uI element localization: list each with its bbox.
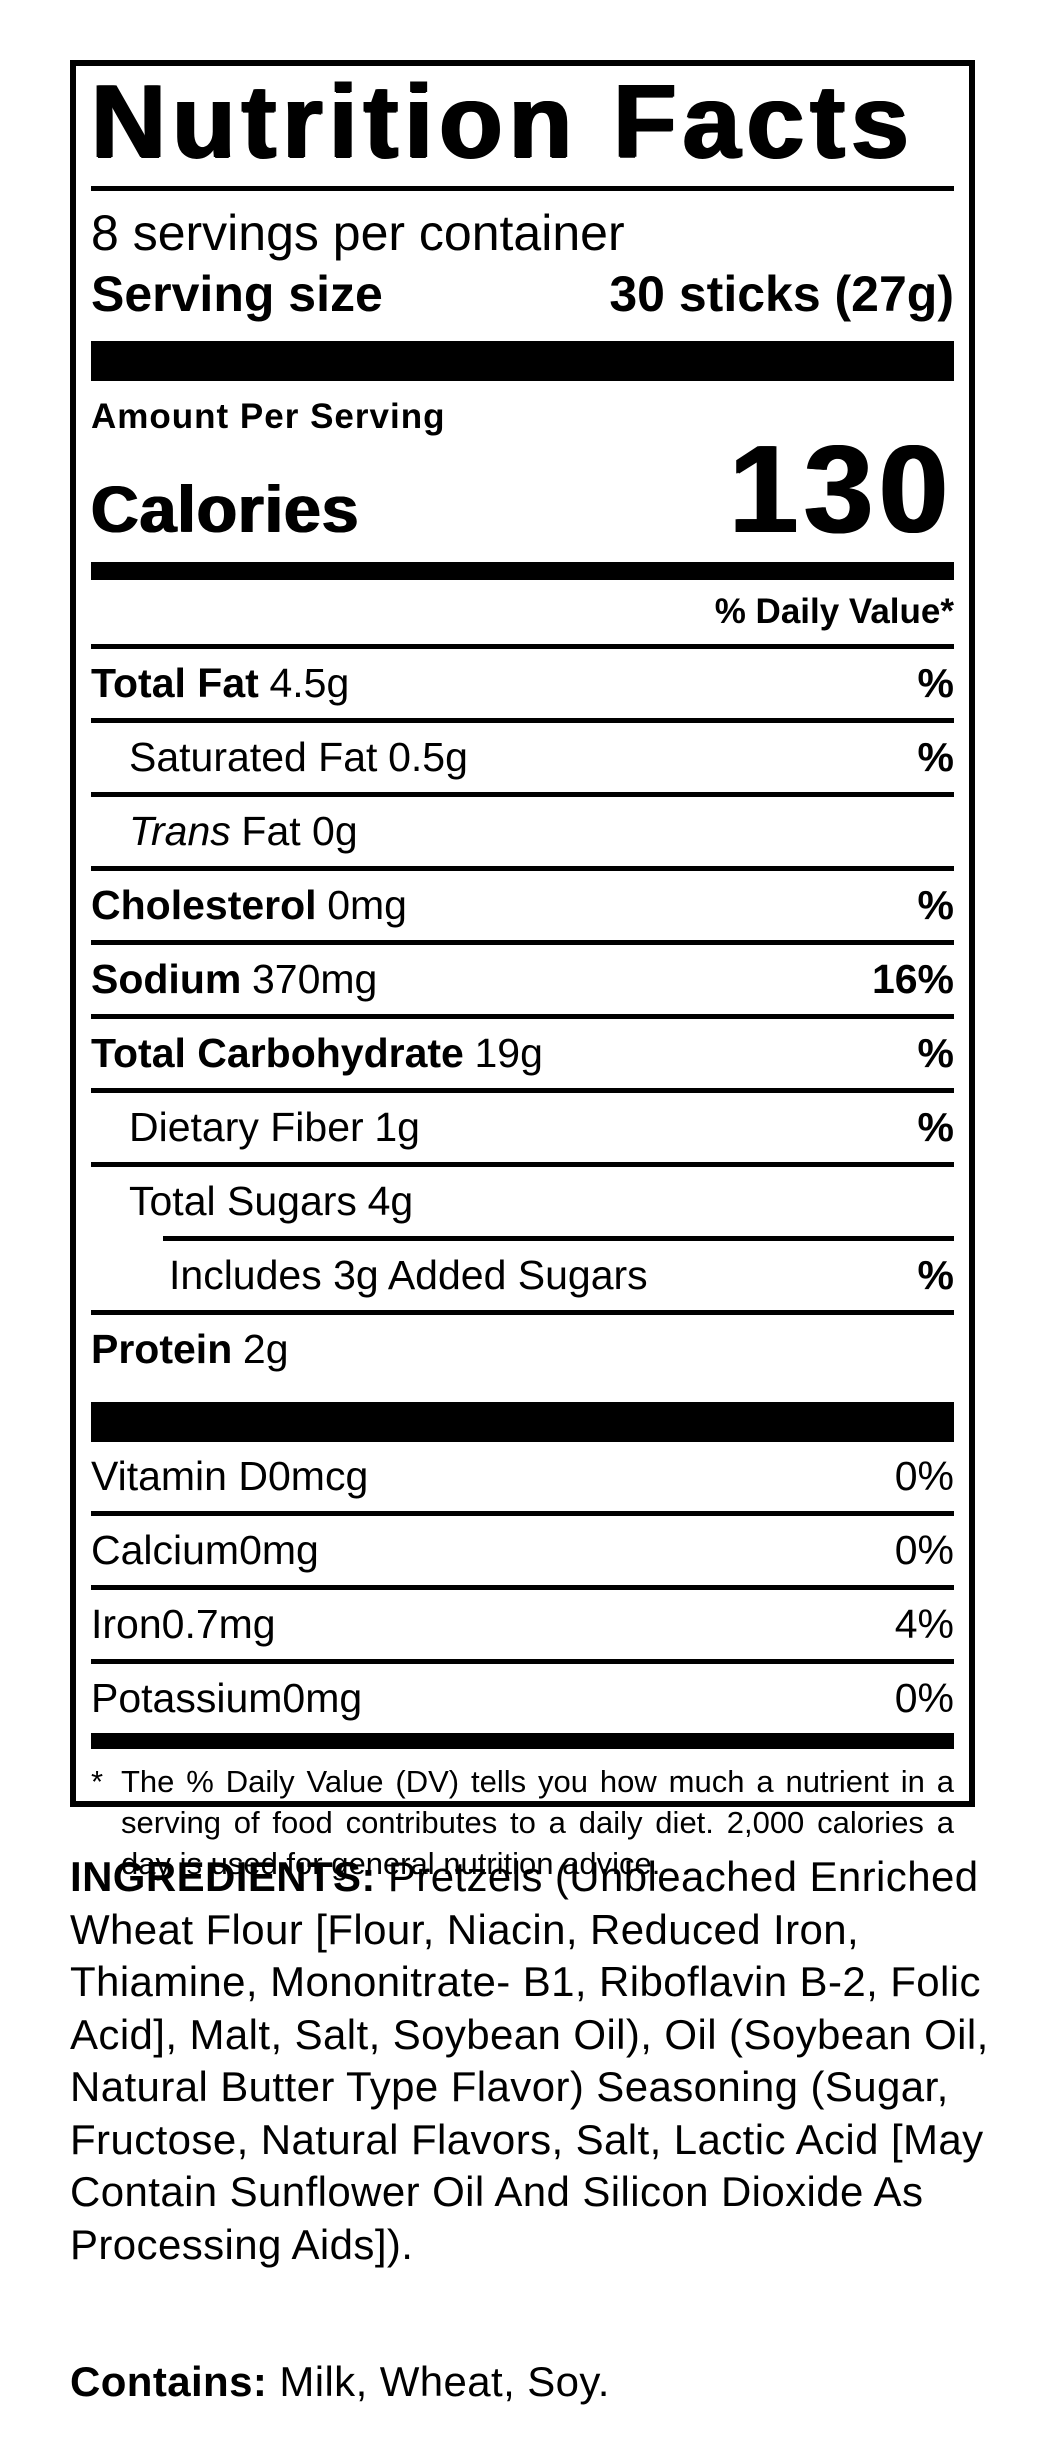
nutrient-name: Vitamin D <box>91 1452 268 1499</box>
nutrient-name-amount: Total Sugars 4g <box>129 1177 414 1224</box>
nutrient-name: Iron <box>91 1600 162 1647</box>
nutrient-amount: 19g <box>474 1029 543 1076</box>
nutrient-name-amount: Saturated Fat 0.5g <box>129 733 468 780</box>
nutrient-dv: % <box>917 1251 954 1298</box>
nutrient-amount: 0.5g <box>388 733 468 780</box>
nutrition-facts-panel: Nutrition Facts 8 servings per container… <box>70 60 975 1881</box>
micronutrient-row-iron: Iron0.7mg 4% <box>91 1584 954 1659</box>
nutrient-amount: 0mg <box>282 1674 363 1721</box>
nutrient-name: Total Sugars <box>129 1177 357 1224</box>
servings-per-container: 8 servings per container <box>91 205 625 261</box>
nutrient-row-cholesterol: Cholesterol 0mg % <box>91 865 954 940</box>
panel-title: Nutrition Facts <box>91 64 915 180</box>
nutrient-row-protein: Protein 2g <box>91 1309 954 1384</box>
nutrient-amount: 0.7mg <box>161 1600 276 1647</box>
nutrient-name-amount: Potassium0mg <box>91 1674 363 1721</box>
nutrient-amount: 0mg <box>239 1526 319 1573</box>
nutrient-row-total-carbohydrate: Total Carbohydrate 19g % <box>91 1013 954 1088</box>
nutrient-name-amount: Total Carbohydrate 19g <box>91 1029 543 1076</box>
nutrient-name-amount: Calcium0mg <box>91 1526 319 1573</box>
thick-divider-top <box>91 341 954 381</box>
micronutrient-row-potassium: Potassium0mg 0% <box>91 1658 954 1733</box>
daily-value-header: % Daily Value* <box>714 591 954 631</box>
nutrient-row-added-sugars: Includes 3g Added Sugars % <box>91 1241 954 1310</box>
nutrient-dv: 4% <box>894 1600 954 1647</box>
nutrient-amount: Fat 0g <box>241 807 358 854</box>
contains-text: Milk, Wheat, Soy. <box>279 2358 610 2405</box>
nutrient-dv: 0% <box>894 1674 954 1721</box>
nutrient-dv: % <box>917 1103 954 1150</box>
nutrient-amount: 0mcg <box>267 1452 369 1499</box>
nutrient-name-amount: Cholesterol 0mg <box>91 881 407 928</box>
daily-value-footnote: * The % Daily Value (DV) tells you how m… <box>91 1761 954 1884</box>
nutrient-name: Dietary Fiber <box>129 1103 364 1150</box>
nutrient-name: Sodium <box>91 955 242 1002</box>
nutrient-dv: 0% <box>894 1526 954 1573</box>
medium-divider-footnote <box>91 1732 954 1749</box>
nutrient-name: Includes 3g Added Sugars <box>169 1251 648 1298</box>
nutrient-name: Total Carbohydrate <box>91 1029 464 1076</box>
nutrient-name: Potassium <box>91 1674 283 1721</box>
nutrient-name-amount: Sodium 370mg <box>91 955 378 1002</box>
footnote-text: The % Daily Value (DV) tells you how muc… <box>121 1763 954 1881</box>
nutrient-amount: 1g <box>374 1103 420 1150</box>
ingredients-text: Pretzels (Unbleached Enriched Wheat Flou… <box>70 1853 989 2268</box>
micronutrient-row-calcium: Calcium0mg 0% <box>91 1510 954 1585</box>
nutrient-name-amount: Total Fat 4.5g <box>91 659 350 706</box>
nutrient-dv: 16% <box>871 955 954 1002</box>
nutrient-name-amount: Iron0.7mg <box>91 1600 276 1647</box>
nutrient-amount: 4g <box>367 1177 414 1224</box>
thick-divider-protein <box>91 1401 954 1442</box>
nutrient-name: Calcium <box>91 1526 240 1573</box>
calories-label: Calories <box>91 472 360 546</box>
nutrient-dv: % <box>917 659 954 706</box>
nutrient-name: Protein <box>91 1325 233 1372</box>
nutrient-name-amount: Dietary Fiber 1g <box>129 1103 420 1150</box>
serving-size-label: Serving size <box>91 266 383 322</box>
serving-size-value: 30 sticks (27g) <box>609 266 954 322</box>
ingredients-heading: INGREDIENTS: <box>70 1853 388 1900</box>
contains-heading: Contains: <box>70 2358 280 2405</box>
nutrient-amount: 4.5g <box>269 659 350 706</box>
amount-per-serving-label: Amount Per Serving <box>91 397 446 436</box>
nutrient-name-amount: Includes 3g Added Sugars <box>169 1251 648 1298</box>
nutrient-row-sodium: Sodium 370mg 16% <box>91 939 954 1014</box>
calories-value: 130 <box>729 421 954 559</box>
nutrient-name: Cholesterol <box>91 881 317 928</box>
nutrient-amount: 2g <box>242 1325 289 1372</box>
nutrient-dv: % <box>917 881 954 928</box>
footnote-asterisk: * <box>91 1763 104 1799</box>
nutrient-row-total-fat: Total Fat 4.5g % <box>91 643 954 718</box>
ingredients-paragraph: INGREDIENTS: Pretzels (Unbleached Enrich… <box>70 1851 1020 2271</box>
calories-row: Calories 130 <box>91 421 954 559</box>
nutrient-row-dietary-fiber: Dietary Fiber 1g % <box>91 1087 954 1162</box>
nutrient-row-saturated-fat: Saturated Fat 0.5g % <box>91 717 954 792</box>
nutrient-dv: 0% <box>894 1452 954 1499</box>
title-divider <box>91 186 954 191</box>
micronutrient-row-vitamin-d: Vitamin D0mcg 0% <box>91 1442 954 1511</box>
nutrient-name: Trans <box>129 807 231 854</box>
nutrient-amount: 370mg <box>251 955 378 1002</box>
nutrient-name: Total Fat <box>91 659 259 706</box>
nutrient-dv: % <box>917 1029 954 1076</box>
nutrient-name-amount: Trans Fat 0g <box>129 807 358 854</box>
nutrient-name-amount: Vitamin D0mcg <box>91 1452 369 1499</box>
nutrient-dv: % <box>917 733 954 780</box>
medium-divider-calories <box>91 561 954 580</box>
nutrient-amount: 0mg <box>327 881 407 928</box>
contains-paragraph: Contains: Milk, Wheat, Soy. <box>70 2356 1020 2408</box>
nutrient-row-total-sugars: Total Sugars 4g <box>91 1161 954 1236</box>
nutrient-row-trans-fat: Trans Fat 0g <box>91 791 954 866</box>
serving-size-row: Serving size 30 sticks (27g) <box>91 266 954 323</box>
nutrient-name: Saturated Fat <box>129 733 378 780</box>
nutrient-name-amount: Protein 2g <box>91 1325 289 1372</box>
indented-hairline-added-sugars <box>163 1235 954 1241</box>
